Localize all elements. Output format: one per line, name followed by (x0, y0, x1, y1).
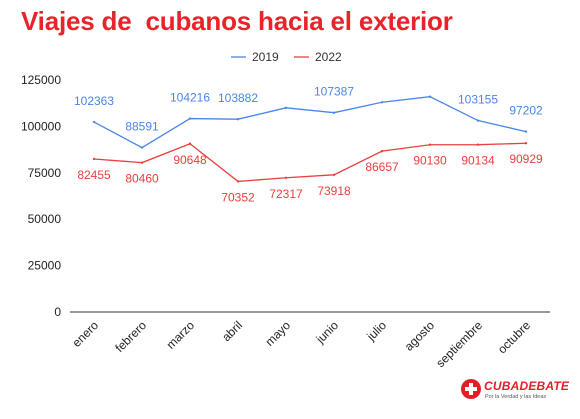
data-point-2022 (236, 180, 240, 183)
data-point-2022 (92, 157, 96, 161)
data-label-2022: 73918 (317, 184, 351, 198)
series-line-2019 (93, 96, 527, 149)
series-lines (92, 95, 528, 183)
data-point-2022 (332, 173, 336, 177)
data-label-2022: 86657 (365, 160, 399, 174)
data-point-2022 (284, 176, 288, 179)
data-label-2022: 72317 (269, 187, 303, 201)
x-tick-label: octubre (495, 318, 533, 356)
data-point-2022 (188, 142, 192, 145)
data-label-2019: 102363 (74, 94, 114, 108)
legend-label-2022: 2022 (315, 50, 342, 64)
data-point-2022 (380, 149, 384, 153)
x-axis: enero febrero marzo abril mayo junio julio agos… (70, 311, 550, 370)
logo-text: CUBADEBATE (484, 379, 570, 393)
legend: 2019 2022 (231, 50, 342, 64)
data-point-2019 (428, 95, 432, 98)
data-label-2019: 103882 (218, 91, 258, 105)
x-tick-label: junio (313, 318, 342, 347)
y-tick-label: 50000 (28, 212, 62, 226)
x-tick-label: julio (363, 318, 389, 344)
data-point-2022 (140, 161, 144, 164)
data-point-2019 (284, 106, 288, 110)
data-label-2019: 107387 (314, 85, 354, 99)
data-point-2019 (380, 101, 384, 104)
data-label-2022: 90130 (413, 154, 447, 168)
data-point-2019 (332, 111, 336, 114)
cubadebate-logo: CUBADEBATE Por la Verdad y las Ideas (460, 376, 572, 408)
x-tick-label: enero (70, 318, 102, 350)
y-tick-label: 25000 (28, 259, 62, 273)
data-label-2022: 80460 (125, 172, 159, 186)
data-point-2019 (476, 119, 480, 122)
y-tick-label: 125000 (21, 73, 61, 87)
y-tick-label: 0 (54, 305, 61, 319)
x-tick-label: marzo (164, 318, 198, 352)
cubadebate-logo-icon (461, 379, 481, 399)
data-label-2022: 70352 (221, 190, 255, 204)
data-label-2019: 103155 (458, 93, 498, 107)
data-label-2019: 104216 (170, 91, 210, 105)
data-point-2019 (140, 146, 144, 149)
x-tick-label: mayo (262, 318, 293, 349)
data-label-2019: 88591 (125, 120, 159, 134)
y-axis: 125000 100000 75000 50000 25000 0 (21, 73, 61, 319)
x-tick-label: septiembre (433, 318, 485, 370)
data-point-2022 (428, 143, 432, 146)
data-point-2019 (188, 117, 192, 120)
y-tick-label: 100000 (21, 119, 61, 133)
data-point-2019 (92, 120, 96, 124)
data-labels: 102363 88591 104216 103882 107387 103155 97202… (74, 85, 543, 205)
data-label-2019: 97202 (509, 104, 543, 118)
data-point-2019 (524, 130, 528, 133)
data-label-2022: 90929 (509, 152, 543, 166)
y-tick-label: 75000 (28, 166, 62, 180)
x-tick-label: febrero (112, 318, 149, 355)
data-point-2022 (476, 143, 480, 146)
data-point-2019 (236, 117, 240, 121)
data-label-2022: 90134 (461, 154, 495, 168)
x-tick-label: agosto (402, 318, 438, 354)
data-point-2022 (524, 142, 528, 145)
data-label-2022: 82455 (77, 168, 111, 182)
chart-title: Viajes de cubanos hacia el exterior (21, 6, 453, 36)
data-label-2022: 90648 (173, 153, 207, 167)
legend-label-2019: 2019 (252, 50, 279, 64)
x-tick-label: abril (219, 318, 245, 344)
logo-tagline: Por la Verdad y las Ideas (485, 394, 547, 400)
series-line-2022 (93, 142, 527, 183)
